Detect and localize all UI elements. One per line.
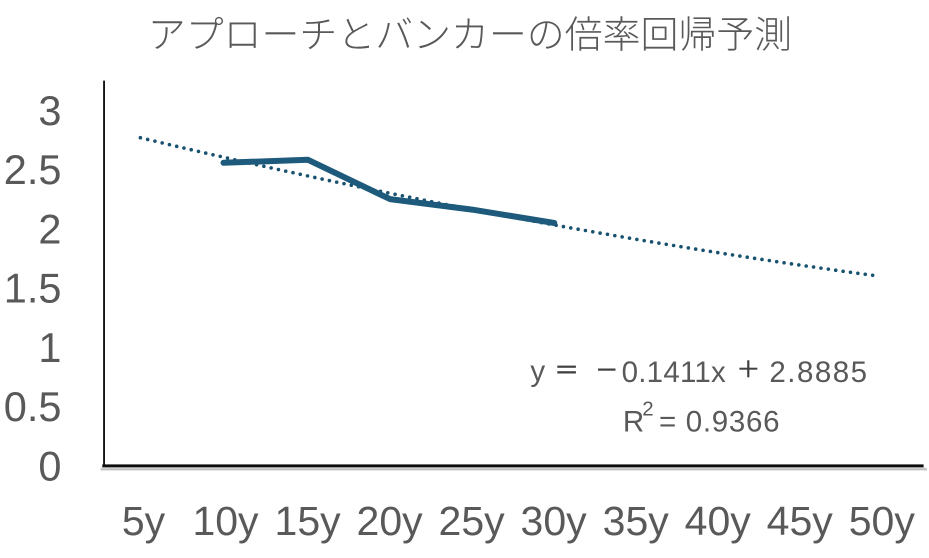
svg-text:1.5: 1.5	[4, 265, 62, 312]
svg-text:10y: 10y	[192, 498, 259, 544]
svg-text:1: 1	[38, 324, 61, 371]
svg-text:30y: 30y	[521, 498, 588, 544]
svg-text:3: 3	[38, 87, 61, 134]
svg-text:2: 2	[38, 205, 61, 252]
svg-text:R: R	[623, 405, 644, 438]
svg-text:40y: 40y	[685, 498, 752, 544]
svg-text:0.1411x: 0.1411x	[622, 356, 726, 389]
svg-text:15y: 15y	[275, 498, 342, 544]
svg-text:35y: 35y	[603, 498, 670, 544]
svg-text:0.5: 0.5	[4, 383, 62, 430]
svg-text:20y: 20y	[357, 498, 424, 544]
svg-text:y: y	[530, 355, 545, 388]
svg-text:5y: 5y	[122, 498, 166, 544]
svg-text:45y: 45y	[767, 498, 834, 544]
svg-text:2.8885: 2.8885	[769, 356, 867, 389]
svg-text:0: 0	[38, 442, 61, 489]
svg-text:= 0.9366: = 0.9366	[659, 405, 780, 438]
svg-text:25y: 25y	[439, 498, 506, 544]
svg-text:2: 2	[642, 397, 653, 420]
svg-text:2.5: 2.5	[4, 146, 62, 193]
svg-text:50y: 50y	[849, 498, 916, 544]
